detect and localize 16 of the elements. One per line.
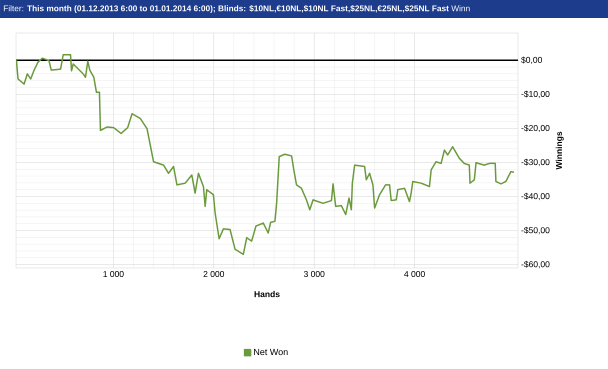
- y-tick-label: -$10,00: [521, 90, 550, 98]
- chart-title: Filter: This month (01.12.2013 6:00 to 01.01.2014 6:00); Blinds: $10NL,€10NL,$10NL Fast,$25NL,€25NL,$25NL Fast Winn: [4, 5, 470, 13]
- x-tick-label: 3 000: [304, 271, 324, 278]
- y-tick-label: -$20,00: [521, 124, 550, 132]
- legend-label: Net Won: [254, 348, 288, 356]
- line-series: [16, 54, 515, 256]
- y-tick-label: -$40,00: [521, 192, 550, 200]
- y-tick-label: $0,00: [521, 56, 542, 64]
- x-tick-label: 4 000: [404, 271, 425, 278]
- x-tick-label: 2 000: [204, 271, 224, 278]
- x-tick-label: 1 000: [103, 271, 124, 278]
- y-tick-label: -$30,00: [521, 158, 550, 166]
- y-axis-title: Winnings: [556, 132, 564, 170]
- y-tick-label: -$50,00: [521, 226, 550, 234]
- x-axis-title: Hands: [254, 290, 280, 298]
- y-tick-label: -$60,00: [521, 260, 550, 268]
